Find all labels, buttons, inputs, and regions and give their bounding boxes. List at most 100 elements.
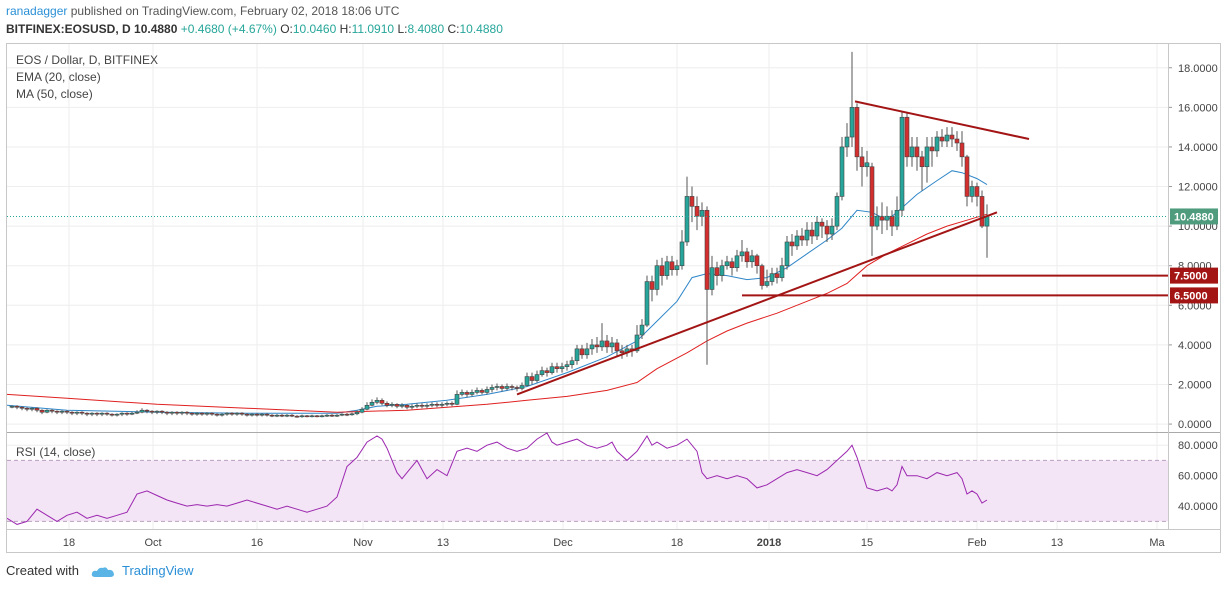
- candle[interactable]: [164, 411, 170, 416]
- candle[interactable]: [614, 338, 620, 357]
- candle[interactable]: [889, 210, 895, 237]
- candle[interactable]: [589, 338, 595, 355]
- candle[interactable]: [984, 204, 990, 258]
- candle[interactable]: [234, 412, 240, 416]
- candle[interactable]: [394, 403, 400, 409]
- candle[interactable]: [809, 222, 815, 244]
- candle[interactable]: [609, 336, 615, 353]
- candle[interactable]: [754, 253, 760, 274]
- candle[interactable]: [249, 413, 255, 417]
- candle[interactable]: [979, 190, 985, 229]
- candle[interactable]: [59, 410, 65, 415]
- candle[interactable]: [24, 407, 30, 412]
- candle[interactable]: [39, 409, 45, 415]
- candle[interactable]: [559, 362, 565, 373]
- trendline[interactable]: [516, 211, 998, 396]
- candle[interactable]: [89, 412, 95, 417]
- candle[interactable]: [674, 259, 680, 276]
- candle[interactable]: [844, 123, 850, 157]
- candle[interactable]: [744, 247, 750, 268]
- candle[interactable]: [199, 412, 205, 416]
- candle[interactable]: [599, 323, 605, 351]
- candle[interactable]: [29, 407, 35, 412]
- candle[interactable]: [434, 402, 440, 408]
- candle[interactable]: [399, 403, 405, 409]
- candle[interactable]: [569, 356, 575, 369]
- candle[interactable]: [939, 129, 945, 147]
- candle[interactable]: [479, 388, 485, 395]
- candle[interactable]: [704, 206, 710, 365]
- candle[interactable]: [894, 196, 900, 231]
- candle[interactable]: [389, 402, 395, 408]
- candle[interactable]: [464, 390, 470, 398]
- legend-ma[interactable]: MA (50, close): [16, 87, 93, 101]
- candle[interactable]: [454, 390, 460, 406]
- candle[interactable]: [849, 51, 855, 147]
- candle[interactable]: [19, 406, 25, 411]
- candle[interactable]: [314, 414, 320, 418]
- candle[interactable]: [184, 411, 190, 416]
- candle[interactable]: [119, 412, 125, 417]
- candle[interactable]: [359, 407, 365, 414]
- candle[interactable]: [374, 397, 380, 405]
- candle[interactable]: [449, 401, 455, 407]
- candle[interactable]: [209, 412, 215, 416]
- candle[interactable]: [934, 131, 940, 157]
- candle[interactable]: [109, 413, 115, 417]
- candle[interactable]: [499, 384, 505, 392]
- candle[interactable]: [534, 370, 540, 383]
- candle[interactable]: [229, 412, 235, 416]
- candle[interactable]: [279, 414, 285, 418]
- rsi-line[interactable]: [6, 432, 988, 525]
- candle[interactable]: [779, 257, 785, 282]
- candle[interactable]: [379, 398, 385, 406]
- candle[interactable]: [79, 411, 85, 416]
- candle[interactable]: [829, 218, 835, 240]
- candle[interactable]: [799, 228, 805, 246]
- candle[interactable]: [129, 411, 135, 416]
- candle[interactable]: [149, 410, 155, 415]
- candle[interactable]: [84, 412, 90, 417]
- candle[interactable]: [749, 249, 755, 268]
- candle[interactable]: [239, 412, 245, 416]
- candle[interactable]: [594, 336, 600, 353]
- candle[interactable]: [544, 367, 550, 377]
- ema-20-line[interactable]: [6, 170, 988, 414]
- candle[interactable]: [724, 255, 730, 270]
- candle[interactable]: [474, 387, 480, 395]
- candle[interactable]: [274, 414, 280, 418]
- candle[interactable]: [174, 411, 180, 416]
- candle[interactable]: [329, 414, 335, 417]
- candle[interactable]: [759, 263, 765, 290]
- candle[interactable]: [974, 182, 980, 207]
- candle[interactable]: [504, 383, 510, 391]
- author-link[interactable]: ranadagger: [6, 4, 68, 18]
- candle[interactable]: [619, 344, 625, 359]
- candle[interactable]: [74, 411, 80, 416]
- candle[interactable]: [814, 216, 820, 240]
- candle[interactable]: [789, 234, 795, 256]
- candle[interactable]: [729, 257, 735, 276]
- candle[interactable]: [959, 131, 965, 167]
- candle[interactable]: [284, 414, 290, 418]
- candle[interactable]: [854, 103, 860, 171]
- candle[interactable]: [134, 410, 140, 415]
- candle[interactable]: [699, 202, 705, 227]
- candle[interactable]: [214, 413, 220, 417]
- ma-50-line[interactable]: [6, 213, 988, 413]
- candle[interactable]: [414, 403, 420, 409]
- candle[interactable]: [364, 402, 370, 411]
- candle[interactable]: [369, 399, 375, 407]
- candle[interactable]: [144, 409, 150, 414]
- candle[interactable]: [819, 218, 825, 238]
- candle[interactable]: [584, 342, 590, 359]
- candle[interactable]: [299, 414, 305, 418]
- candle[interactable]: [739, 239, 745, 262]
- candle[interactable]: [44, 409, 50, 414]
- candle[interactable]: [94, 412, 100, 417]
- candle[interactable]: [859, 146, 865, 187]
- candle[interactable]: [879, 202, 885, 235]
- candle[interactable]: [204, 412, 210, 416]
- candle[interactable]: [864, 150, 870, 177]
- candle[interactable]: [644, 275, 650, 328]
